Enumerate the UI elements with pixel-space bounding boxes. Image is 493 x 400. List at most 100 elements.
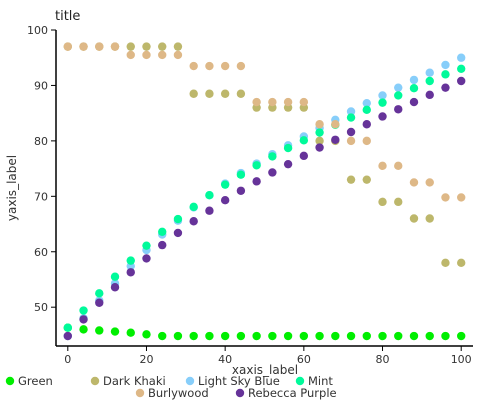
legend-swatch-dark-khaki — [90, 376, 100, 386]
point-mint-7 — [173, 214, 183, 224]
point-dark-khaki-4 — [126, 42, 135, 51]
point-light-sky-blue-21 — [394, 83, 403, 92]
series-dark-khaki — [63, 42, 466, 268]
point-burlywood-17 — [331, 120, 340, 129]
point-burlywood-24 — [441, 193, 450, 202]
point-mint-21 — [394, 91, 403, 100]
point-rebecca-purple-1 — [79, 315, 88, 324]
point-burlywood-16 — [315, 120, 324, 129]
point-green-22 — [409, 331, 419, 341]
point-green-11 — [236, 331, 246, 341]
point-rebecca-purple-5 — [142, 254, 151, 263]
point-green-23 — [425, 331, 434, 341]
legend-label-light-sky-blue: Light Sky Blue — [198, 374, 280, 388]
x-axis-title: xaxis_label — [232, 363, 298, 377]
point-rebecca-purple-15 — [299, 151, 309, 161]
point-dark-khaki-23 — [425, 214, 434, 223]
point-mint-10 — [220, 180, 230, 189]
point-rebecca-purple-16 — [315, 143, 324, 152]
legend-item-rebecca-purple: Rebecca Purple — [235, 386, 337, 400]
point-mint-1 — [79, 306, 88, 315]
point-mint-18 — [346, 113, 356, 122]
point-mint-2 — [95, 289, 104, 298]
point-dark-khaki-9 — [205, 89, 214, 98]
point-dark-khaki-10 — [220, 89, 230, 98]
point-burlywood-4 — [126, 50, 135, 60]
point-mint-23 — [425, 76, 434, 86]
point-dark-khaki-20 — [378, 197, 387, 207]
point-rebecca-purple-19 — [362, 120, 371, 129]
x-tick-label-5: 100 — [451, 353, 472, 366]
point-green-9 — [205, 331, 214, 341]
point-rebecca-purple-0 — [63, 331, 72, 341]
axes — [55, 30, 473, 347]
point-rebecca-purple-23 — [425, 90, 434, 100]
point-green-12 — [252, 331, 261, 341]
legend-swatch-burlywood — [135, 388, 145, 398]
point-green-2 — [95, 326, 104, 335]
point-burlywood-9 — [205, 61, 214, 71]
point-green-15 — [299, 331, 309, 341]
point-rebecca-purple-25 — [457, 76, 466, 86]
point-dark-khaki-24 — [441, 258, 450, 268]
point-dark-khaki-25 — [457, 258, 466, 268]
y-tick-label-3: 80 — [34, 135, 48, 148]
point-rebecca-purple-14 — [283, 159, 293, 169]
legend-item-dark-khaki: Dark Khaki — [90, 374, 166, 388]
x-tick-label-2: 40 — [218, 353, 232, 366]
point-burlywood-22 — [409, 178, 419, 187]
point-burlywood-25 — [457, 193, 466, 202]
y-tick-label-0: 50 — [34, 301, 48, 314]
legend-item-mint: Mint — [295, 374, 333, 388]
point-rebecca-purple-24 — [441, 83, 450, 92]
point-light-sky-blue-18 — [346, 107, 356, 116]
point-rebecca-purple-9 — [205, 206, 214, 215]
point-rebecca-purple-4 — [126, 268, 135, 277]
legend-item-light-sky-blue: Light Sky Blue — [185, 374, 280, 388]
point-rebecca-purple-18 — [346, 127, 356, 137]
point-burlywood-0 — [63, 42, 72, 51]
legend-label-mint: Mint — [308, 374, 333, 388]
x-tick-label-3: 60 — [297, 353, 311, 366]
legend-swatch-light-sky-blue — [185, 376, 195, 386]
point-green-18 — [346, 331, 356, 341]
point-mint-14 — [283, 143, 293, 153]
x-tick-label-1: 20 — [139, 353, 153, 366]
point-green-5 — [142, 330, 151, 339]
point-burlywood-18 — [346, 136, 356, 146]
point-rebecca-purple-12 — [252, 177, 261, 186]
legend-label-dark-khaki: Dark Khaki — [103, 374, 166, 388]
point-light-sky-blue-20 — [378, 91, 387, 100]
point-burlywood-19 — [362, 136, 371, 146]
legend: Green Dark Khaki Light Sky Blue Mint Burlywo… — [5, 374, 337, 400]
point-green-24 — [441, 331, 450, 341]
point-rebecca-purple-22 — [409, 97, 419, 107]
point-light-sky-blue-23 — [425, 68, 434, 77]
y-tick-label-4: 90 — [34, 79, 48, 92]
point-burlywood-23 — [425, 178, 434, 187]
point-dark-khaki-21 — [394, 197, 403, 207]
point-dark-khaki-16 — [315, 136, 324, 146]
point-dark-khaki-22 — [409, 214, 419, 223]
point-rebecca-purple-3 — [110, 283, 120, 292]
point-mint-22 — [409, 84, 419, 93]
point-mint-4 — [126, 256, 135, 265]
point-burlywood-21 — [394, 161, 403, 171]
legend-item-green: Green — [5, 374, 53, 388]
legend-swatch-green — [5, 376, 15, 386]
point-dark-khaki-8 — [189, 89, 198, 98]
point-green-21 — [394, 331, 403, 341]
series-green — [63, 323, 466, 341]
point-mint-12 — [252, 161, 261, 170]
point-green-16 — [315, 331, 324, 341]
series-burlywood — [63, 42, 466, 202]
chart-title: title — [55, 9, 80, 24]
point-burlywood-2 — [95, 42, 104, 51]
point-rebecca-purple-20 — [378, 112, 387, 121]
y-tick-label-2: 70 — [34, 190, 48, 203]
point-mint-8 — [189, 202, 198, 212]
series-rebecca-purple — [63, 76, 466, 341]
point-mint-20 — [378, 98, 387, 107]
point-green-10 — [220, 331, 230, 341]
series-light-sky-blue — [63, 53, 466, 341]
